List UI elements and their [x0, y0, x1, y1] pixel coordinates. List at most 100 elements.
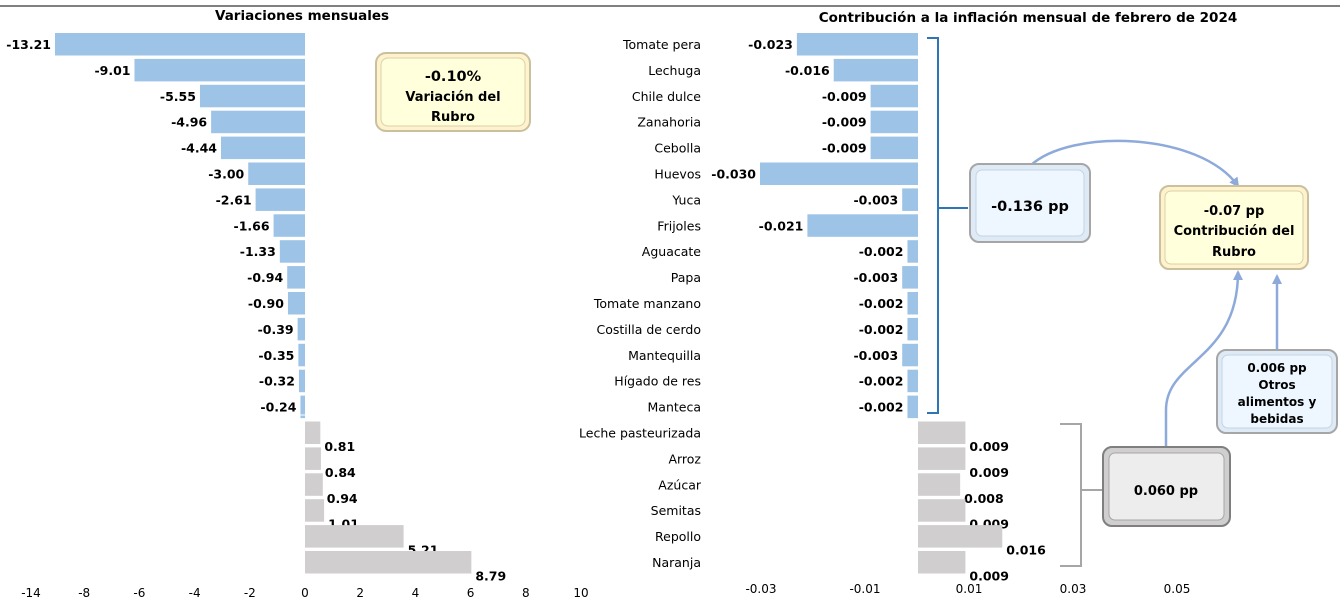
right-bar	[870, 84, 918, 108]
left-bar-label: -0.35	[258, 348, 294, 363]
right-bar-label: -0.002	[859, 374, 904, 389]
positive-bracket	[1060, 423, 1082, 567]
category-labels: Tomate pera Lechuga Chile dulce Zanahoria Ce…	[579, 37, 702, 570]
right-bar-label: 0.008	[964, 491, 1004, 506]
right-x-tick-label: -0.03	[745, 582, 776, 596]
left-bar	[287, 292, 305, 315]
negative-bracket	[927, 37, 939, 414]
rubro-contribution-box: -0.07 pp Contribución del Rubro	[1159, 185, 1309, 270]
others-value: 0.006 pp	[1247, 361, 1307, 375]
left-bar-label: -13.21	[6, 37, 51, 52]
right-bar-label: -0.009	[822, 115, 867, 130]
rubro-variation-value: -0.10%	[425, 69, 482, 85]
category-label: Mantequilla	[628, 348, 701, 363]
right-bar	[907, 369, 918, 393]
left-bar-label: 0.84	[325, 465, 356, 480]
category-label: Manteca	[648, 400, 702, 415]
right-bar-label: -0.002	[859, 244, 904, 259]
right-bar-label: -0.009	[822, 89, 867, 104]
left-x-tick-label: -14	[21, 586, 41, 600]
others-box: 0.006 pp Otros alimentos y bebidas	[1216, 349, 1338, 434]
left-bar-label: -1.33	[240, 244, 276, 259]
right-bar-label: 0.016	[1006, 543, 1046, 558]
right-bar-label: -0.003	[853, 270, 898, 285]
left-bar-label: -0.39	[258, 322, 294, 337]
category-label: Lechuga	[648, 63, 701, 78]
left-bar-label: -2.61	[216, 192, 252, 207]
left-bar	[220, 136, 305, 160]
left-bar-label: 0.81	[324, 439, 355, 454]
rubro-variation-line2: Variación del	[405, 90, 500, 105]
right-x-tick-label: 0.01	[956, 582, 983, 596]
rubro-variation-box: -0.10% Variación del Rubro	[375, 52, 531, 132]
left-bar	[305, 499, 325, 522]
right-bar	[918, 525, 1003, 548]
right-axis-ticks: -0.03 -0.01 0.01 0.03 0.05	[745, 582, 1190, 596]
right-bar-label: -0.023	[748, 37, 793, 52]
left-bar	[248, 162, 305, 185]
rubro-variation-line3: Rubro	[431, 110, 475, 125]
right-bar	[907, 292, 918, 315]
rubro-contribution-value: -0.07 pp	[1204, 204, 1265, 219]
right-bar	[902, 343, 918, 367]
left-bar	[55, 33, 305, 56]
left-chart-title: Variaciones mensuales	[215, 8, 389, 24]
left-bar-label: -4.96	[171, 115, 207, 130]
category-label: Tomate pera	[622, 37, 701, 52]
category-label: Tomate manzano	[593, 296, 701, 311]
others-line2: Otros	[1258, 378, 1295, 392]
left-bar	[305, 551, 472, 574]
negative-sum-value: -0.136 pp	[991, 199, 1069, 215]
right-bar	[870, 110, 918, 134]
left-x-tick-label: -6	[133, 586, 145, 600]
category-label: Arroz	[668, 451, 701, 466]
category-label: Repollo	[655, 529, 701, 544]
left-x-tick-label: 0	[301, 586, 309, 600]
category-label: Costilla de cerdo	[596, 322, 701, 337]
category-label: Aguacate	[642, 244, 702, 259]
right-bar	[907, 317, 918, 341]
left-bar-label: 0.94	[327, 491, 358, 506]
category-label: Huevos	[654, 167, 701, 182]
left-bar-label: -0.94	[247, 270, 283, 285]
left-bar	[298, 343, 305, 367]
left-axis-ticks: -14 -8 -6 -4 -2 0 2 4 6 8 10	[21, 586, 588, 600]
right-bar-label: -0.016	[785, 63, 830, 78]
left-bars-group: -13.21 -9.01 -5.55 -4.96 -4.44 -3.00 -2.61 -1.6…	[0, 33, 600, 584]
left-bar	[305, 447, 321, 470]
left-bar-label: -1.66	[234, 218, 270, 233]
left-bar	[305, 525, 404, 548]
category-label: Zanahoria	[637, 115, 701, 130]
right-chart-title: Contribución a la inflación mensual de f…	[819, 10, 1238, 26]
category-label: Leche pasteurizada	[579, 426, 701, 441]
arrow-negative-to-rubro	[1029, 139, 1240, 188]
right-bar-label: -0.021	[759, 218, 804, 233]
right-bar	[807, 214, 918, 237]
right-bar-label: -0.003	[853, 192, 898, 207]
left-bar	[297, 317, 305, 341]
left-x-tick-label: 10	[573, 586, 588, 600]
left-bar	[211, 110, 305, 134]
right-bar	[902, 188, 918, 211]
right-x-tick-label: 0.03	[1060, 582, 1087, 596]
left-bar-label: -0.32	[259, 374, 295, 389]
category-label: Yuca	[671, 192, 701, 207]
others-line4: bebidas	[1250, 412, 1303, 426]
right-x-tick-label: 0.05	[1164, 582, 1191, 596]
arrow-positive-to-rubro	[1164, 270, 1243, 448]
left-bar	[273, 214, 305, 237]
right-bar	[907, 240, 918, 263]
others-line3: alimentos y	[1238, 395, 1317, 409]
left-x-tick-label: 8	[522, 586, 530, 600]
left-x-tick-label: 4	[412, 586, 420, 600]
right-bar	[918, 499, 966, 522]
left-bar	[199, 84, 305, 108]
category-label: Naranja	[652, 555, 701, 570]
left-bar-label: -9.01	[94, 63, 130, 78]
left-bar	[300, 395, 305, 419]
left-x-tick-label: 2	[356, 586, 364, 600]
category-label: Chile dulce	[632, 89, 701, 104]
left-x-tick-label: -4	[189, 586, 201, 600]
category-label: Hígado de res	[614, 374, 701, 389]
right-bar	[870, 136, 918, 160]
